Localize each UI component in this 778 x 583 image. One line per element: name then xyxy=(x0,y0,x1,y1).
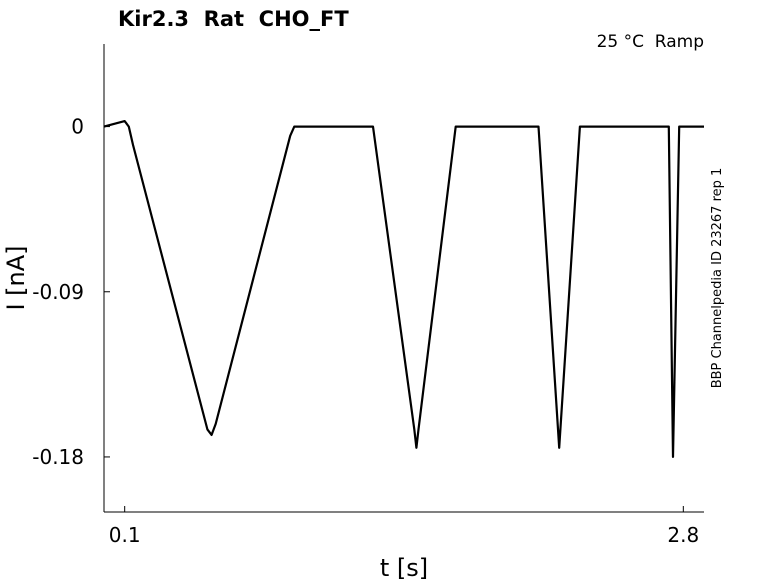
plot-area: 0 -0.09 -0.18 0.1 2.8 xyxy=(32,44,704,547)
y-tick-label: 0 xyxy=(71,115,84,139)
chart-subtitle: 25 °C Ramp xyxy=(597,32,704,52)
current-trace-line xyxy=(103,120,704,458)
y-ticks: 0 -0.09 -0.18 xyxy=(32,115,110,469)
x-axis-label: t [s] xyxy=(380,554,428,582)
x-tick-label: 0.1 xyxy=(109,523,141,547)
y-axis-label: I [nA] xyxy=(2,245,30,310)
side-note: BBP Channelpedia ID 23267 rep 1 xyxy=(710,168,725,389)
series-group xyxy=(103,120,704,458)
chart-title: Kir2.3 Rat CHO_FT xyxy=(118,7,349,31)
y-tick-label: -0.09 xyxy=(32,280,84,304)
x-tick-label: 2.8 xyxy=(667,523,699,547)
x-ticks: 0.1 2.8 xyxy=(109,506,699,547)
y-tick-label: -0.18 xyxy=(32,445,84,469)
